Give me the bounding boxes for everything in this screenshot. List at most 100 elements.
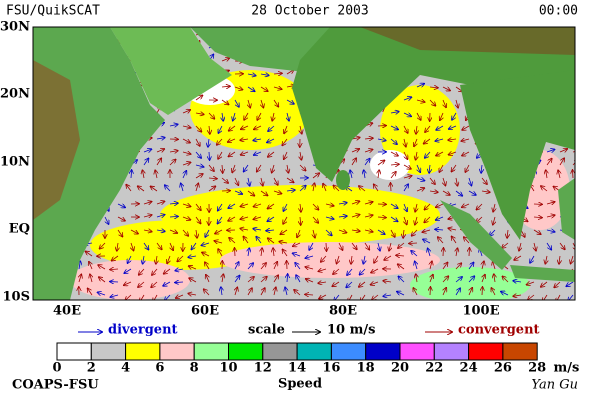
wind-arrow [182,110,190,113]
wind-arrow [234,262,239,270]
wind-arrow [390,183,391,192]
wind-arrow [378,242,380,251]
wind-arrow [169,159,176,166]
wind-arrow [514,255,522,260]
wind-arrow [267,203,275,209]
wind-arrow [351,215,360,217]
wind-arrow [88,288,93,296]
lon-label: 60E [191,304,219,319]
wind-arrow [267,216,275,221]
wind-arrow [97,292,106,295]
wind-arrow [435,139,444,141]
wind-arrow [297,229,300,237]
wind-arrow [481,164,482,173]
wind-arrow [169,124,178,126]
wind-arrow [541,281,548,287]
wind-arrow [156,149,164,152]
wind-arrow [244,164,249,172]
wind-arrow [572,159,575,166]
wind-arrow [248,177,250,186]
wind-arrow [383,281,392,282]
wind-arrow [153,294,158,300]
wind-arrow [183,171,186,179]
wind-arrow [412,229,418,236]
wind-arrow [256,237,262,244]
wind-arrow [571,255,573,264]
wind-arrow [273,248,274,257]
wind-arrow [90,274,92,283]
wind-arrow [351,201,360,204]
wind-arrow [440,112,443,120]
wind-arrow [416,84,424,87]
footer-right: Yan Gu [531,378,578,393]
legend-scale: scale [248,323,285,338]
wind-arrow [234,87,243,90]
wind-arrow [234,248,235,257]
wind-arrow [267,139,275,143]
wind-arrow [321,255,327,262]
wind-arrow [546,230,555,232]
wind-arrow [364,149,373,152]
wind-arrow [546,242,551,250]
wind-arrow [513,281,522,282]
wind-arrow [273,99,278,107]
wind-arrow [456,177,457,186]
wind-arrow [481,177,487,184]
wind-arrow [436,204,444,207]
land-southeast-asia [460,70,575,240]
wind-arrow [195,174,203,179]
wind-arrow [452,112,457,120]
wind-arrow [390,172,396,179]
wind-arrow [99,242,106,249]
wind-arrow [170,242,173,250]
colorbar-box [468,342,504,361]
colorbar: 0 2 4 6 8 10 12 14 16 18 20 22 24 26 28 m/s [52,342,579,376]
colorbar-tick-label: 12 [254,361,272,376]
wind-arrow [117,204,125,207]
wind-arrow [346,281,353,287]
wind-arrow [273,87,282,89]
wind-arrow [156,215,165,217]
wind-arrow [253,204,262,207]
wind-arrow [268,151,275,157]
wind-arrow [364,170,365,179]
wind-arrow [507,229,508,238]
wind-arrow [443,288,446,296]
wind-arrow [260,74,269,75]
wind-arrow [243,236,249,244]
wind-arrow [424,203,431,210]
wind-arrow [124,268,132,273]
wind-arrow [364,202,373,204]
wind-arrow [280,229,288,234]
wind-arrow [312,173,319,179]
wind-arrow [247,277,254,283]
wind-arrow [309,242,314,250]
wind-arrow [208,178,217,179]
wind-arrow [117,242,118,251]
wind-arrow [482,275,485,283]
wind-arrow [424,216,431,222]
wind-arrow [209,125,210,134]
wind-arrow [117,216,125,221]
wind-arrow [398,242,405,248]
wind-arrow [188,293,197,295]
wind-arrow [436,125,444,130]
wind-arrow [247,263,253,270]
wind-arrow [244,112,249,120]
wind-arrow [195,216,201,224]
header-left: FSU/QuikSCAT [6,4,100,19]
wind-arrow [416,188,424,191]
wind-arrow [268,125,275,131]
wind-arrow [195,151,201,158]
wind-arrow [285,287,287,296]
wind-arrow [559,158,564,166]
wind-arrow [282,249,288,257]
wind-arrow [294,290,301,296]
colorbar-tick-label: 4 [121,361,130,376]
wind-arrow [279,242,288,243]
wind-arrow [452,236,457,244]
wind-arrow [182,152,191,154]
wind-arrow [313,183,314,192]
colorbar-tick-label: 10 [219,361,237,376]
wind-arrow [222,112,223,121]
